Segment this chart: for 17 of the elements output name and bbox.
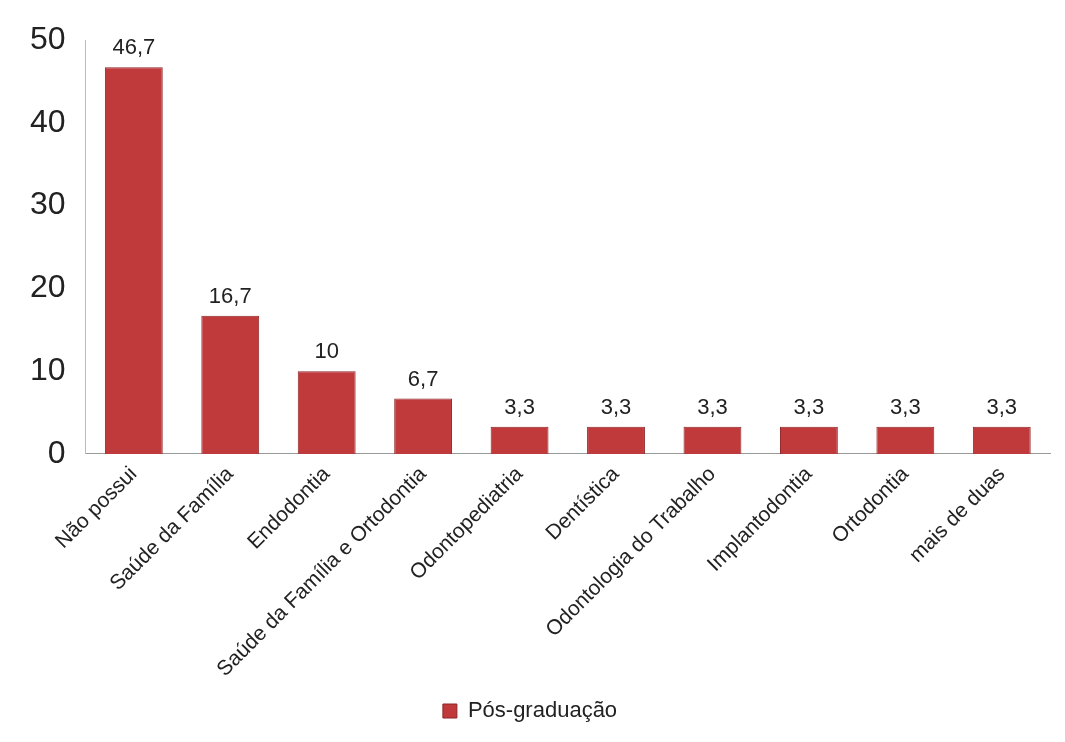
data-label: 6,7 (407, 365, 439, 391)
data-label: 10 (314, 338, 339, 364)
y-tick-label: 20 (30, 268, 66, 305)
y-tick-label: 50 (30, 19, 66, 56)
legend-label: Pós-graduação (467, 697, 618, 723)
data-label: 3,3 (986, 393, 1018, 419)
y-tick-label: 30 (30, 185, 66, 222)
data-label: 3,3 (697, 393, 728, 419)
data-label: 3,3 (600, 393, 632, 419)
data-label: 46,7 (112, 34, 156, 60)
data-label: 3,3 (793, 393, 825, 419)
y-tick-label: 40 (30, 102, 66, 139)
data-label: 3,3 (504, 393, 535, 419)
data-label: 16,7 (208, 282, 252, 308)
y-tick-label: 0 (47, 433, 66, 470)
data-label: 3,3 (890, 393, 921, 419)
y-tick-label: 10 (30, 350, 66, 387)
